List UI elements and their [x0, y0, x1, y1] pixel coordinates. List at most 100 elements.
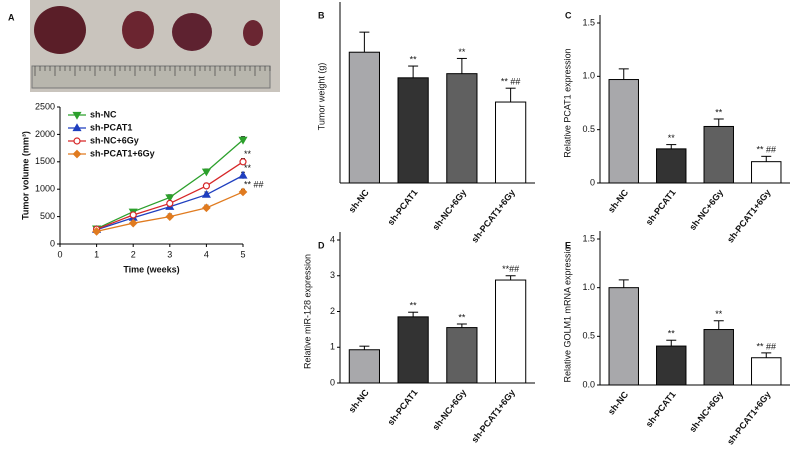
- significance-label: **: [668, 133, 676, 143]
- x-tick-label: sh-PCAT1+6Gy: [725, 188, 773, 245]
- bar: [656, 148, 687, 184]
- y-tick-label: 0.5: [582, 331, 595, 341]
- bar: [495, 101, 527, 184]
- y-tick-label: 0: [50, 238, 55, 248]
- y-tick-label: 1.0: [582, 71, 595, 81]
- marker: [72, 111, 82, 120]
- y-tick-label: 1500: [35, 156, 55, 166]
- marker: [92, 227, 101, 236]
- bar: [446, 327, 478, 384]
- bar: [348, 349, 380, 384]
- x-tick-label: 2: [131, 249, 136, 259]
- x-tick-label: sh-NC+6Gy: [687, 188, 725, 233]
- y-tick-label: 3: [330, 270, 335, 280]
- bar: [751, 357, 782, 386]
- significance-label: ** ##: [244, 179, 264, 189]
- significance-label: **##: [502, 264, 519, 274]
- bar: [608, 287, 639, 386]
- tumor: [172, 13, 212, 51]
- marker: [239, 158, 247, 166]
- y-tick-label: 0: [330, 377, 335, 387]
- y-axis-title: Relative PCAT1 expression: [562, 48, 572, 157]
- x-tick-label: 0: [57, 249, 62, 259]
- marker: [202, 203, 211, 213]
- marker: [238, 136, 248, 145]
- bar: [608, 79, 639, 184]
- y-tick-label: 2000: [35, 129, 55, 139]
- bar: [348, 51, 380, 184]
- bar: [656, 345, 687, 386]
- marker: [202, 182, 210, 190]
- x-tick-label: sh-NC: [347, 187, 372, 214]
- x-tick-label: sh-NC: [606, 187, 631, 214]
- panel-label: D: [318, 240, 325, 250]
- marker: [238, 187, 248, 197]
- bar: [397, 77, 429, 184]
- y-tick-label: 4: [330, 234, 335, 244]
- marker: [165, 212, 175, 221]
- x-tick-label: sh-PCAT1+6Gy: [469, 188, 517, 245]
- tumor: [243, 20, 263, 46]
- x-tick-label: sh-NC+6Gy: [430, 188, 468, 233]
- marker: [165, 194, 175, 203]
- bar: [703, 329, 734, 386]
- significance-label: **: [410, 301, 418, 311]
- x-tick-label: 3: [167, 249, 172, 259]
- legend-label: sh-PCAT1: [90, 122, 132, 132]
- x-tick-label: sh-PCAT1+6Gy: [469, 388, 517, 445]
- x-tick-label: 4: [204, 249, 209, 259]
- y-axis-title: Relative GOLM1 mRNA expression: [562, 241, 572, 382]
- marker: [238, 170, 248, 179]
- x-tick-label: sh-PCAT1: [644, 188, 678, 228]
- y-tick-label: 1000: [35, 184, 55, 194]
- panel-label: B: [318, 10, 325, 20]
- bar: [751, 161, 782, 184]
- marker: [201, 189, 211, 198]
- significance-label: **: [244, 163, 252, 173]
- significance-label: ** ##: [501, 77, 521, 87]
- y-tick-label: 0.0: [582, 379, 595, 389]
- marker: [129, 211, 137, 219]
- y-tick-label: 2500: [35, 101, 55, 111]
- y-axis-title: Tumor volume (mm³): [20, 131, 30, 220]
- x-tick-label: sh-PCAT1: [386, 188, 420, 228]
- legend-label: sh-NC+6Gy: [90, 135, 139, 145]
- significance-label: **: [410, 54, 418, 64]
- marker: [128, 218, 138, 228]
- x-axis-title: Time (weeks): [123, 264, 179, 274]
- panel-label: A: [8, 12, 15, 22]
- x-tick-label: sh-NC: [606, 389, 631, 416]
- significance-label: **: [668, 329, 676, 339]
- x-tick-label: sh-NC+6Gy: [687, 390, 725, 435]
- significance-label: **: [715, 107, 723, 117]
- marker: [166, 199, 174, 208]
- legend-label: sh-NC: [90, 109, 117, 119]
- y-tick-label: 0: [590, 177, 595, 187]
- y-tick-label: 2: [330, 306, 335, 316]
- significance-label: **: [244, 149, 252, 159]
- y-tick-label: 1.5: [582, 233, 595, 243]
- bar: [397, 316, 429, 384]
- ruler-ticks: [34, 66, 271, 76]
- x-tick-label: sh-PCAT1: [386, 388, 420, 428]
- significance-label: **: [458, 47, 466, 57]
- x-tick-label: sh-NC: [347, 387, 372, 414]
- significance-label: **: [715, 309, 723, 319]
- x-tick-label: sh-NC+6Gy: [430, 388, 468, 433]
- tumor-photo: [30, 0, 280, 92]
- panel-label: C: [565, 10, 572, 20]
- y-axis-title: Tumor weight (g): [316, 63, 326, 131]
- tumor: [34, 6, 86, 54]
- x-tick-label: sh-PCAT1+6Gy: [725, 390, 773, 447]
- significance-label: ** ##: [756, 341, 776, 351]
- y-axis-title: Relative miR-128 expression: [302, 254, 312, 369]
- y-tick-label: 1: [330, 342, 335, 352]
- marker: [72, 123, 82, 132]
- x-tick-label: 1: [94, 249, 99, 259]
- significance-label: ** ##: [756, 145, 776, 155]
- marker: [73, 137, 81, 145]
- marker: [201, 168, 211, 177]
- legend-label: sh-PCAT1+6Gy: [90, 148, 155, 158]
- significance-label: **: [458, 312, 466, 322]
